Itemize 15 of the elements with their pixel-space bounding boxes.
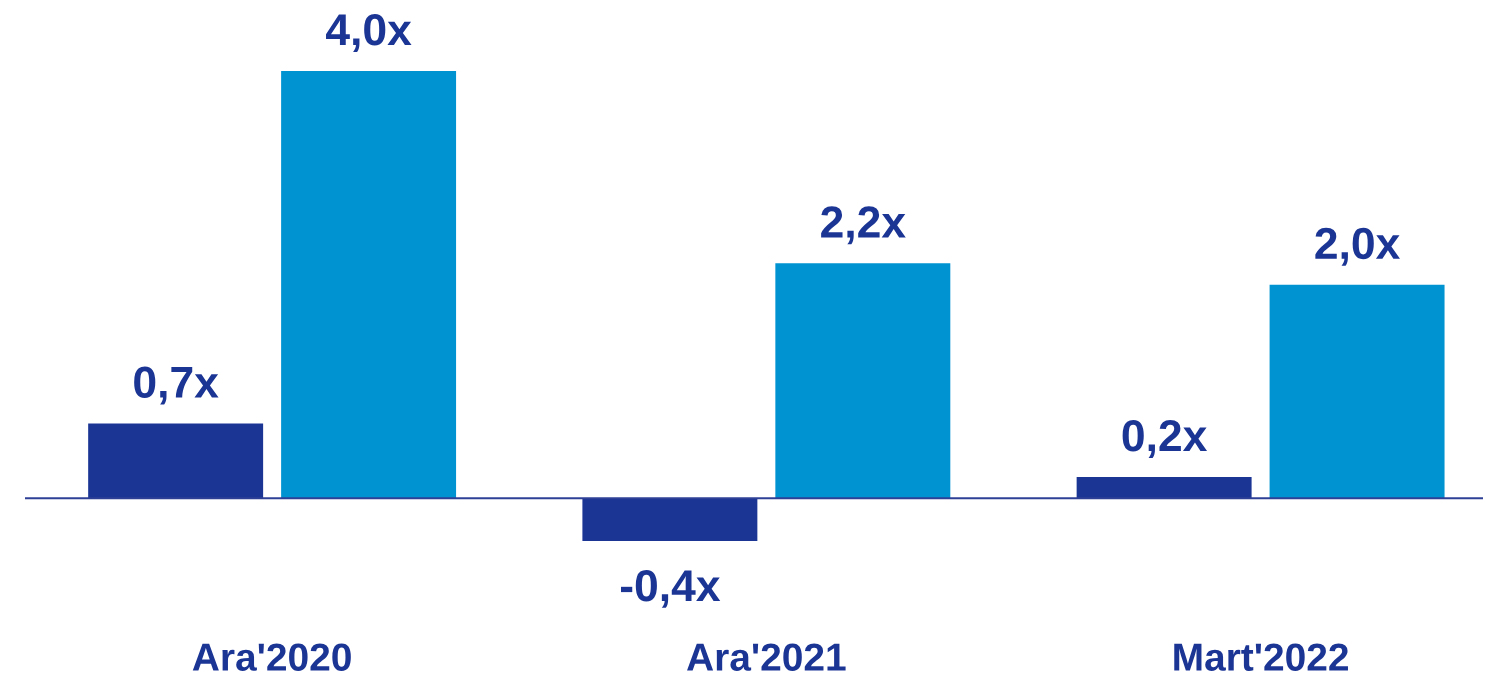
data-label: 0,2x [1122,419,1208,458]
x-tick-label: Ara'2020 [192,643,351,671]
bar [281,71,457,499]
bar [1076,476,1252,499]
data-label: 2,2x [821,206,906,245]
bar [1269,284,1445,499]
x-tick-label: Ara'2021 [687,643,846,671]
data-label: 2,0x [1315,227,1400,266]
data-label: 0,7x [134,366,219,405]
bar [88,423,264,499]
x-tick-label: Mart'2022 [1174,643,1348,671]
data-label: 4,0x [326,14,412,52]
bar [582,498,758,541]
bar [775,263,951,499]
data-label: -0,4x [620,569,721,608]
